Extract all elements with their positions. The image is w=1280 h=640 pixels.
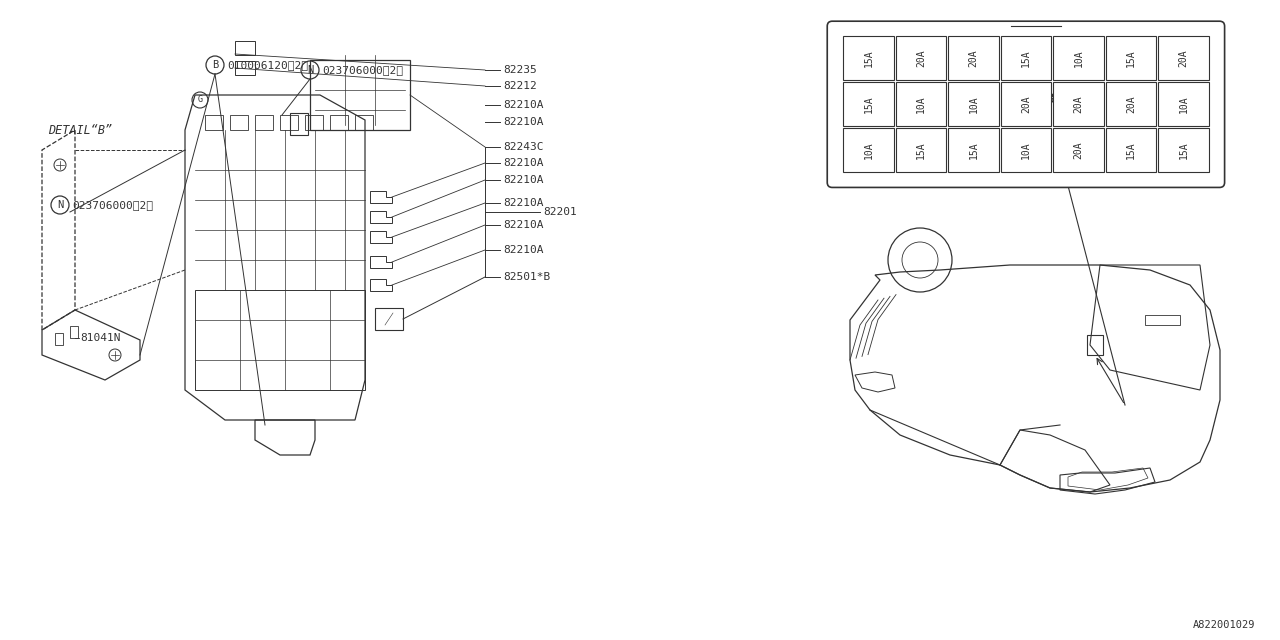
Text: 15A: 15A [1126, 49, 1135, 67]
Text: 82235: 82235 [503, 65, 536, 75]
Text: 82210A: 82210A [503, 117, 544, 127]
Text: 10A: 10A [1021, 141, 1030, 159]
Text: 15A: 15A [1179, 141, 1188, 159]
Bar [280, 115, 298, 130]
Text: 15A: 15A [916, 141, 925, 159]
FancyBboxPatch shape [1106, 129, 1156, 172]
Bar [70, 326, 78, 338]
Text: 10A: 10A [864, 141, 873, 159]
Text: 10A: 10A [916, 95, 925, 113]
Text: A822001029: A822001029 [1193, 620, 1254, 630]
FancyBboxPatch shape [948, 83, 998, 126]
Bar [310, 60, 410, 130]
FancyBboxPatch shape [844, 129, 893, 172]
Text: 20A: 20A [916, 49, 925, 67]
Text: 82201: 82201 [543, 207, 577, 217]
FancyBboxPatch shape [1158, 36, 1208, 80]
Text: 82210A: 82210A [503, 198, 544, 208]
Text: 15A: 15A [864, 49, 873, 67]
Bar [1146, 315, 1180, 325]
Text: 20A: 20A [1074, 95, 1083, 113]
Bar [291, 113, 308, 135]
FancyBboxPatch shape [1001, 83, 1051, 126]
Bar [205, 115, 223, 130]
Text: 82212: 82212 [503, 81, 536, 91]
Text: B: B [1046, 92, 1053, 106]
Text: 82243C: 82243C [503, 142, 544, 152]
Text: 82210A: 82210A [503, 220, 544, 230]
FancyBboxPatch shape [1053, 83, 1103, 126]
FancyBboxPatch shape [844, 83, 893, 126]
Text: G: G [197, 95, 202, 104]
Bar [305, 115, 323, 130]
Bar [1087, 335, 1103, 355]
FancyBboxPatch shape [844, 36, 893, 80]
Text: 15A: 15A [864, 95, 873, 113]
FancyBboxPatch shape [1158, 129, 1208, 172]
FancyBboxPatch shape [948, 36, 998, 80]
Bar [236, 61, 255, 75]
Text: N: N [56, 200, 63, 210]
FancyBboxPatch shape [1158, 83, 1208, 126]
Text: 82210A: 82210A [503, 100, 544, 110]
Text: 10A: 10A [1074, 49, 1083, 67]
FancyBboxPatch shape [896, 83, 946, 126]
Bar [55, 333, 63, 345]
FancyBboxPatch shape [827, 21, 1225, 188]
Text: 20A: 20A [1179, 49, 1188, 67]
Text: 023706000（2）: 023706000（2） [72, 200, 154, 210]
Bar [236, 41, 255, 55]
Text: 20A: 20A [969, 49, 978, 67]
Text: 82210A: 82210A [503, 158, 544, 168]
Text: 20A: 20A [1126, 95, 1135, 113]
Text: 15A: 15A [1126, 141, 1135, 159]
Text: N: N [307, 65, 314, 75]
FancyBboxPatch shape [1053, 129, 1103, 172]
Text: 81041N: 81041N [79, 333, 120, 343]
Text: 82501*B: 82501*B [503, 272, 550, 282]
FancyBboxPatch shape [1106, 36, 1156, 80]
FancyBboxPatch shape [1001, 129, 1051, 172]
Bar [255, 115, 273, 130]
FancyBboxPatch shape [1001, 36, 1051, 80]
Text: 82210A: 82210A [503, 245, 544, 255]
Text: 10A: 10A [969, 95, 978, 113]
Text: 023706000（2）: 023706000（2） [323, 65, 403, 75]
FancyBboxPatch shape [896, 36, 946, 80]
Bar [330, 115, 348, 130]
Text: 82210A: 82210A [503, 175, 544, 185]
Text: B: B [212, 60, 218, 70]
Bar [355, 115, 372, 130]
Text: 010006120（2）: 010006120（2） [227, 60, 308, 70]
FancyBboxPatch shape [896, 129, 946, 172]
Text: 20A: 20A [1021, 95, 1030, 113]
Text: 20A: 20A [1074, 141, 1083, 159]
Text: 15A: 15A [1021, 49, 1030, 67]
Bar [375, 308, 403, 330]
Text: DETAIL“B”: DETAIL“B” [49, 124, 113, 136]
Text: 15A: 15A [969, 141, 978, 159]
FancyBboxPatch shape [1053, 36, 1103, 80]
Bar [230, 115, 248, 130]
FancyBboxPatch shape [1106, 83, 1156, 126]
FancyBboxPatch shape [948, 129, 998, 172]
Text: 10A: 10A [1179, 95, 1188, 113]
